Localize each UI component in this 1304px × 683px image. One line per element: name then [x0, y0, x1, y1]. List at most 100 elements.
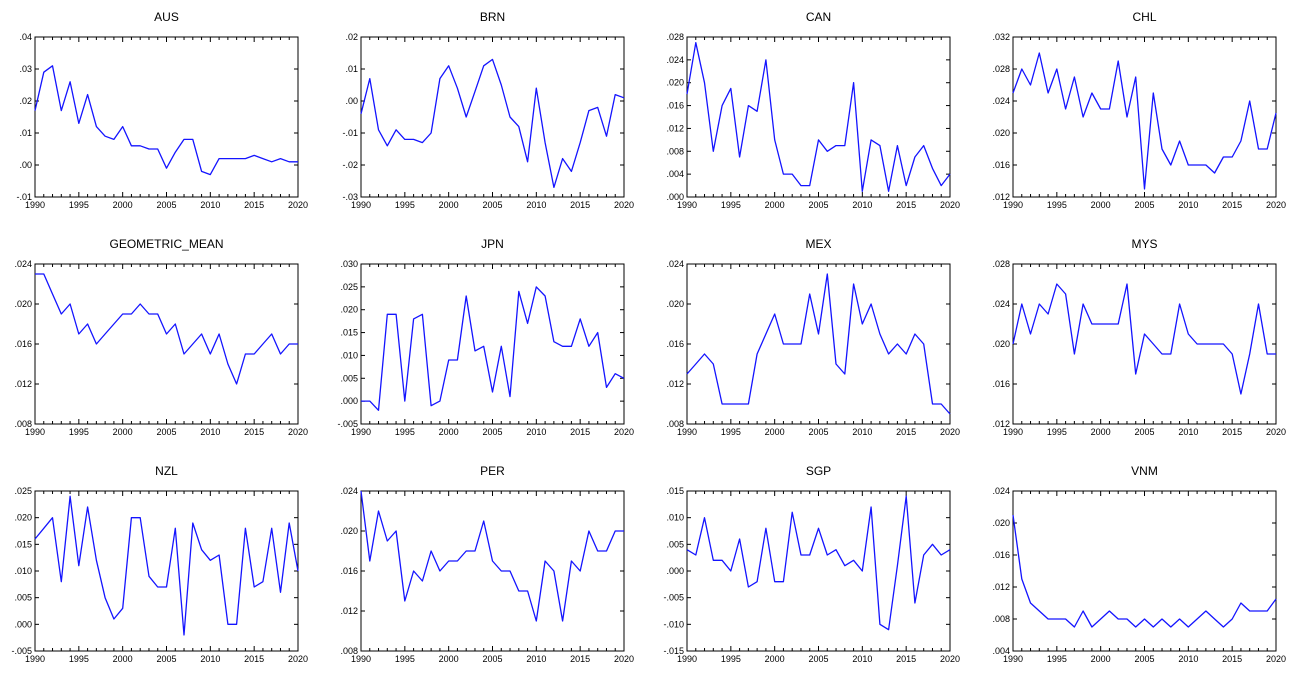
y-tick-label: .028 [992, 259, 1010, 269]
y-tick-label: .016 [992, 379, 1010, 389]
plot-frame [34, 263, 299, 425]
x-tick-label: 2005 [482, 427, 502, 437]
y-tick-label: .000 [666, 566, 684, 576]
y-tick-label: -.01 [16, 192, 32, 202]
y-tick-label: .004 [666, 169, 684, 179]
series-line-mex [686, 273, 951, 415]
x-tick-label: 2000 [1091, 654, 1111, 664]
chart-title: AUS [154, 10, 179, 24]
y-tick-label: .015 [666, 486, 684, 496]
x-tick-label: 2000 [439, 200, 459, 210]
chart-title: GEOMETRIC_MEAN [109, 237, 223, 251]
chart-svg-mex: MEX .008 .012 .016 .020 .024 1990 1995 2000 2005 2… [666, 237, 960, 437]
x-tick-label: 2010 [1178, 654, 1198, 664]
x-tick-label: 1995 [1047, 427, 1067, 437]
chart-svg-geometric-mean: GEOMETRIC_MEAN .008 .012 .016 .020 .024 1990 19… [14, 237, 308, 437]
y-tick-label: .008 [340, 646, 358, 656]
x-tick-label: 1990 [1003, 654, 1023, 664]
y-tick-label: -.010 [663, 619, 684, 629]
y-tick-label: .024 [992, 96, 1010, 106]
y-tick-label: .020 [666, 299, 684, 309]
y-tick-label: .025 [340, 282, 358, 292]
x-tick-label: 2010 [1178, 427, 1198, 437]
plot-frame [1012, 490, 1277, 652]
chart-title: CAN [806, 10, 831, 24]
x-tick-label: 2000 [439, 427, 459, 437]
x-tick-label: 1995 [721, 200, 741, 210]
y-tick-label: .012 [992, 192, 1010, 202]
y-tick-label: .024 [666, 55, 684, 65]
y-tick-label: .008 [14, 419, 32, 429]
chart-panel-aus: AUS -.01 .00 .01 .02 .03 .04 1990 1995 2000 2005 20… [0, 0, 326, 227]
y-tick-label: .024 [666, 259, 684, 269]
chart-title: PER [480, 464, 505, 478]
x-tick-label: 2020 [940, 654, 960, 664]
chart-svg-per: PER .008 .012 .016 .020 .024 1990 1995 2000 2005 2… [340, 464, 634, 664]
y-tick-label: .01 [345, 64, 358, 74]
chart-title: MEX [805, 237, 831, 251]
chart-panel-sgp: SGP -.015 -.010 -.005 .000 .005 .010 .015 1990 19… [652, 454, 978, 681]
y-tick-label: .016 [14, 339, 32, 349]
y-tick-label: .004 [992, 646, 1010, 656]
chart-panel-can: CAN .000 .004 .008 .012 .016 .020 .024 .028 1990 1… [652, 0, 978, 227]
y-tick-label: .03 [19, 64, 32, 74]
x-tick-label: 1990 [351, 654, 371, 664]
x-tick-label: 2005 [808, 654, 828, 664]
x-tick-label: 2015 [896, 200, 916, 210]
y-tick-label: .020 [14, 513, 32, 523]
x-tick-label: 2000 [765, 200, 785, 210]
series-line-aus [34, 65, 298, 176]
x-tick-label: 2005 [808, 200, 828, 210]
y-tick-label: .04 [19, 32, 32, 42]
y-tick-label: .016 [340, 566, 358, 576]
x-tick-label: 2005 [808, 427, 828, 437]
y-tick-label: .024 [992, 486, 1010, 496]
x-tick-label: 2005 [1134, 200, 1154, 210]
y-tick-label: .024 [14, 259, 32, 269]
y-tick-label: .016 [992, 160, 1010, 170]
x-tick-label: 2010 [200, 427, 220, 437]
x-tick-label: 2000 [1091, 427, 1111, 437]
y-tick-label: .012 [666, 123, 684, 133]
chart-svg-can: CAN .000 .004 .008 .012 .016 .020 .024 .028 1990 1… [666, 10, 960, 210]
x-tick-label: 1995 [69, 200, 89, 210]
y-tick-label: -.015 [663, 646, 684, 656]
chart-title: NZL [155, 464, 178, 478]
x-tick-label: 2015 [570, 654, 590, 664]
chart-svg-aus: AUS -.01 .00 .01 .02 .03 .04 1990 1995 2000 2005 20… [16, 10, 308, 210]
x-tick-label: 2020 [1266, 654, 1286, 664]
y-tick-label: .000 [14, 619, 32, 629]
plot-frame [360, 263, 625, 425]
y-tick-label: .028 [992, 64, 1010, 74]
x-tick-label: 2020 [940, 200, 960, 210]
y-tick-label: .012 [14, 379, 32, 389]
y-tick-label: .005 [14, 593, 32, 603]
y-tick-label: .02 [345, 32, 358, 42]
y-tick-label: .020 [992, 339, 1010, 349]
series-line-geometric-mean [35, 273, 298, 385]
y-tick-label: .016 [666, 339, 684, 349]
x-tick-label: 2010 [852, 427, 872, 437]
x-tick-label: 1995 [69, 427, 89, 437]
chart-panel-nzl: NZL -.005 .000 .005 .010 .015 .020 .025 1990 1995… [0, 454, 326, 681]
y-tick-label: .008 [992, 614, 1010, 624]
x-tick-label: 2010 [1178, 200, 1198, 210]
x-tick-label: 1995 [721, 654, 741, 664]
x-tick-label: 1990 [25, 427, 45, 437]
x-tick-label: 2005 [482, 200, 502, 210]
x-tick-label: 1990 [351, 427, 371, 437]
x-tick-label: 2010 [852, 200, 872, 210]
x-tick-label: 1990 [677, 200, 697, 210]
x-tick-label: 2010 [526, 654, 546, 664]
plot-frame [686, 490, 951, 652]
x-tick-label: 2020 [614, 200, 634, 210]
x-tick-label: 2005 [156, 654, 176, 664]
x-tick-label: 2000 [113, 200, 133, 210]
series-line-nzl [34, 495, 299, 636]
y-tick-label: .00 [19, 160, 32, 170]
series-line-per [360, 490, 624, 622]
series-line-sgp [686, 495, 951, 631]
chart-panel-per: PER .008 .012 .016 .020 .024 1990 1995 2000 2005 2… [326, 454, 652, 681]
x-tick-label: 2005 [482, 654, 502, 664]
